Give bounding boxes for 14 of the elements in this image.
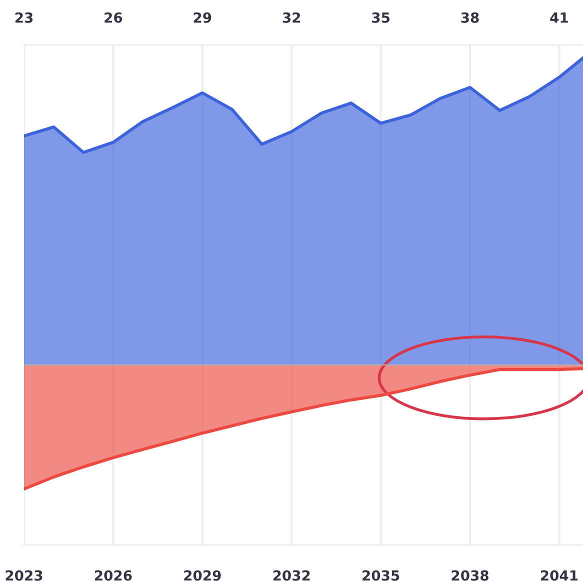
x2-tick-label: 26 xyxy=(104,12,122,23)
x-tick-label: 2029 xyxy=(184,570,221,581)
x2-tick-label: 23 xyxy=(15,12,33,23)
x-tick-label: 2035 xyxy=(362,570,400,581)
x-tick-label: 2038 xyxy=(452,570,488,581)
x2-tick-label: 38 xyxy=(461,12,479,23)
x-tick-label: 2026 xyxy=(94,570,132,581)
x2-tick-label: 29 xyxy=(194,12,212,23)
x2-tick-label: 32 xyxy=(282,12,300,23)
x-tick-label: 2023 xyxy=(6,570,42,581)
x-tick-label: 2032 xyxy=(273,570,310,581)
x2-tick-label: 41 xyxy=(550,12,568,23)
x-tick-label: 2041 xyxy=(540,570,578,581)
x2-tick-label: 35 xyxy=(372,12,390,23)
